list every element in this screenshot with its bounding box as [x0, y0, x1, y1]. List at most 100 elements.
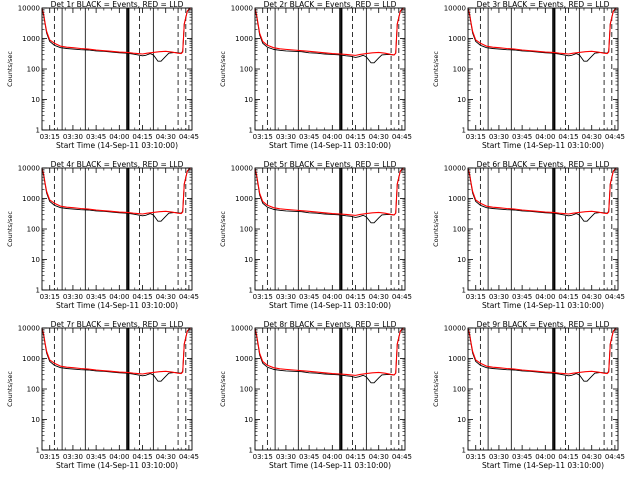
y-tick-label: 1000	[448, 355, 466, 363]
x-tick-label: 03:45	[512, 453, 532, 461]
x-tick-label: 04:15	[558, 293, 578, 301]
x-tick-label: 04:15	[345, 133, 365, 141]
x-tick-label: 03:45	[512, 293, 532, 301]
chart-title: Det 3r BLACK = Events, RED = LLD	[477, 0, 610, 9]
y-axis-label: Counts/sec	[219, 51, 227, 87]
y-axis-label: Counts/sec	[6, 211, 14, 247]
x-tick-label: 03:45	[86, 133, 106, 141]
y-tick-label: 1	[462, 287, 466, 295]
y-tick-label: 1000	[235, 195, 253, 203]
x-tick-label: 03:15	[253, 293, 273, 301]
x-tick-label: 03:45	[299, 133, 319, 141]
y-tick-label: 1	[36, 447, 40, 455]
y-axis-label: Counts/sec	[219, 211, 227, 247]
y-tick-label: 1	[36, 127, 40, 135]
y-tick-label: 10	[244, 96, 253, 104]
x-tick-label: 03:30	[63, 293, 83, 301]
chart-panel-1: Det 1r BLACK = Events, RED = LLD 1 10 100 10…	[6, 0, 199, 150]
x-tick-label: 04:00	[322, 293, 342, 301]
y-tick-label: 10000	[18, 5, 40, 13]
x-axis-label: Start Time (14-Sep-11 03:10:00)	[56, 141, 178, 150]
x-tick-label: 04:30	[582, 293, 602, 301]
y-tick-label: 1	[462, 127, 466, 135]
x-axis-label: Start Time (14-Sep-11 03:10:00)	[482, 461, 604, 470]
x-tick-label: 04:30	[582, 133, 602, 141]
series-line-lld	[254, 168, 404, 216]
series-line-lld	[467, 168, 617, 215]
x-tick-label: 04:15	[132, 293, 152, 301]
x-tick-label: 04:45	[392, 453, 412, 461]
x-tick-label: 03:30	[489, 453, 509, 461]
y-tick-label: 10000	[18, 165, 40, 173]
x-tick-label: 04:00	[109, 133, 129, 141]
series-line-lld	[467, 8, 617, 55]
series-line-lld	[41, 328, 191, 375]
x-tick-label: 03:45	[299, 293, 319, 301]
x-tick-label: 04:45	[179, 293, 199, 301]
x-tick-label: 04:30	[369, 293, 389, 301]
chart-panel-9: Det 9r BLACK = Events, RED = LLD 1 10 100 10…	[432, 320, 625, 470]
y-tick-label: 100	[27, 66, 40, 74]
y-tick-label: 10	[31, 256, 40, 264]
chart-title: Det 4r BLACK = Events, RED = LLD	[51, 160, 184, 169]
x-tick-label: 03:45	[86, 293, 106, 301]
y-tick-label: 10000	[444, 5, 466, 13]
y-tick-label: 100	[453, 66, 466, 74]
y-tick-label: 100	[453, 226, 466, 234]
x-tick-label: 03:15	[466, 133, 486, 141]
x-tick-label: 03:15	[466, 293, 486, 301]
x-tick-label: 03:45	[86, 453, 106, 461]
y-tick-label: 1	[36, 287, 40, 295]
y-tick-label: 1	[249, 287, 253, 295]
x-axis-label: Start Time (14-Sep-11 03:10:00)	[269, 301, 391, 310]
x-tick-label: 03:15	[40, 133, 60, 141]
x-tick-label: 04:45	[605, 293, 625, 301]
x-tick-label: 03:15	[40, 453, 60, 461]
y-tick-label: 100	[27, 386, 40, 394]
x-tick-label: 03:15	[253, 133, 273, 141]
x-tick-label: 04:45	[392, 133, 412, 141]
y-tick-label: 10000	[231, 165, 253, 173]
y-axis-label: Counts/sec	[6, 51, 14, 87]
series-line-lld	[41, 168, 191, 215]
y-tick-label: 100	[453, 386, 466, 394]
x-tick-label: 04:15	[132, 133, 152, 141]
series-line-lld	[41, 8, 191, 55]
x-tick-label: 04:45	[605, 133, 625, 141]
x-tick-label: 03:30	[276, 453, 296, 461]
y-axis-label: Counts/sec	[432, 51, 440, 87]
y-tick-label: 100	[240, 66, 253, 74]
x-tick-label: 04:15	[132, 453, 152, 461]
x-tick-label: 04:15	[558, 453, 578, 461]
y-tick-label: 1000	[22, 195, 40, 203]
chart-panel-5: Det 5r BLACK = Events, RED = LLD 1 10 100 10…	[219, 160, 412, 310]
x-tick-label: 03:30	[63, 453, 83, 461]
chart-title: Det 5r BLACK = Events, RED = LLD	[264, 160, 397, 169]
y-tick-label: 1	[249, 447, 253, 455]
chart-title: Det 2r BLACK = Events, RED = LLD	[264, 0, 397, 9]
y-tick-label: 1	[249, 127, 253, 135]
x-tick-label: 04:00	[109, 453, 129, 461]
x-axis-label: Start Time (14-Sep-11 03:10:00)	[269, 141, 391, 150]
x-tick-label: 04:00	[322, 133, 342, 141]
x-tick-label: 04:00	[535, 133, 555, 141]
series-line-lld	[467, 328, 617, 375]
x-tick-label: 03:30	[276, 293, 296, 301]
chart-title: Det 1r BLACK = Events, RED = LLD	[51, 0, 184, 9]
x-axis-label: Start Time (14-Sep-11 03:10:00)	[482, 301, 604, 310]
x-tick-label: 04:45	[179, 133, 199, 141]
series-line-lld	[254, 8, 404, 56]
chart-panel-6: Det 6r BLACK = Events, RED = LLD 1 10 100 10…	[432, 160, 625, 310]
y-axis-label: Counts/sec	[432, 211, 440, 247]
chart-title: Det 7r BLACK = Events, RED = LLD	[51, 320, 184, 329]
x-tick-label: 04:30	[369, 453, 389, 461]
x-axis-label: Start Time (14-Sep-11 03:10:00)	[269, 461, 391, 470]
chart-panel-8: Det 8r BLACK = Events, RED = LLD 1 10 100 10…	[219, 320, 412, 470]
chart-title: Det 9r BLACK = Events, RED = LLD	[477, 320, 610, 329]
x-tick-label: 04:30	[156, 293, 176, 301]
y-axis-label: Counts/sec	[219, 371, 227, 407]
y-tick-label: 10000	[18, 325, 40, 333]
x-tick-label: 04:30	[369, 133, 389, 141]
y-tick-label: 10	[244, 416, 253, 424]
x-tick-label: 03:30	[63, 133, 83, 141]
